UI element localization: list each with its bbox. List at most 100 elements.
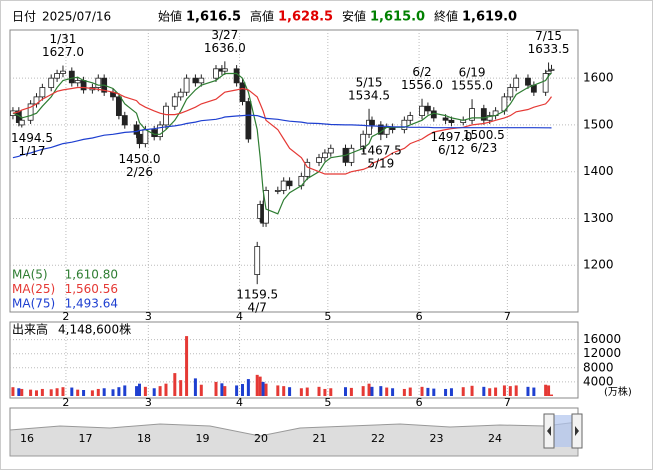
volume-bar: [111, 389, 115, 396]
navigator-label: 21: [313, 432, 327, 445]
candle-body: [198, 77, 205, 84]
annotation-date: 6/23: [470, 141, 497, 155]
x-tick-label: 6: [416, 310, 423, 323]
candle-body: [327, 147, 334, 154]
volume-bar: [488, 388, 492, 396]
annotation-date: 6/2: [412, 65, 431, 79]
volume-bar: [514, 385, 518, 396]
candle-body: [27, 103, 34, 121]
candle-body: [545, 70, 552, 74]
volume-bar: [408, 387, 412, 396]
candle-body: [348, 147, 355, 163]
y-tick-label: 1300: [583, 211, 614, 225]
x-tick-label: 2: [62, 310, 69, 323]
candle-body: [245, 101, 252, 140]
candle-body: [136, 133, 143, 145]
candle-body: [95, 77, 102, 88]
x-tick-label: 7: [504, 310, 511, 323]
x-tick-label: 4: [236, 310, 243, 323]
candle-body: [316, 157, 322, 163]
volume-bar: [137, 383, 141, 396]
candle-body: [233, 68, 240, 84]
volume-bar: [135, 386, 139, 396]
x-tick-label: 7: [504, 396, 511, 409]
volume-bar: [123, 385, 127, 396]
navigator-label: 22: [371, 432, 385, 445]
candle-body: [322, 152, 328, 159]
volume-bar: [420, 386, 424, 396]
candle-body: [542, 73, 549, 93]
volume-bar: [470, 385, 474, 396]
volume-bar: [385, 387, 389, 396]
volume-bar: [426, 387, 430, 396]
volume-bar: [214, 381, 218, 396]
annotation-date: 2/26: [126, 165, 153, 179]
annotation-date: 4/7: [248, 301, 267, 315]
annotation-price: 1534.5: [348, 88, 390, 102]
ma-line: [12, 72, 552, 215]
candle-body: [74, 80, 81, 84]
candle-body: [513, 77, 520, 88]
volume-bar: [102, 388, 106, 396]
candle-body: [54, 73, 60, 79]
candle-body: [548, 68, 555, 71]
volume-bar: [526, 386, 530, 396]
volume-bar: [432, 388, 436, 396]
header-value: 1,619.0: [462, 10, 517, 25]
volume-bar: [444, 388, 448, 396]
navigator-label: 18: [137, 432, 151, 445]
candle-body: [407, 115, 414, 121]
annotation-price: 1500.5: [463, 128, 505, 142]
navigator-label: 24: [488, 432, 502, 445]
annotation-date: 1/31: [49, 32, 76, 46]
volume-bar: [11, 387, 15, 396]
volume-bar: [276, 385, 280, 396]
price-panel: [9, 29, 579, 313]
candle-body: [486, 115, 493, 121]
y-tick-label: 1400: [583, 164, 614, 178]
candle-body: [239, 82, 246, 102]
legend-name: MA(5): [12, 268, 48, 282]
candle-body: [254, 246, 261, 275]
volume-bar: [550, 394, 554, 396]
candle-body: [480, 108, 487, 121]
annotation-price: 1633.5: [528, 42, 570, 56]
handle-arrows: [547, 426, 579, 436]
volume-bar: [461, 387, 465, 396]
candle-body: [115, 96, 122, 116]
volume-tick-label: 4000: [583, 374, 614, 388]
header-label: 高値: [250, 9, 274, 24]
volume-bar: [246, 379, 250, 396]
annotation-date: 5/19: [367, 157, 394, 171]
volume-bar: [61, 387, 65, 396]
annotation-date: 6/19: [459, 66, 486, 80]
candle-body: [142, 129, 149, 145]
volume-bar: [49, 389, 53, 396]
volume-bar: [317, 386, 321, 396]
volume-bar: [482, 386, 486, 396]
x-tick-label: 2: [62, 396, 69, 409]
x-tick-label: 4: [236, 396, 243, 409]
header-label: 安値: [342, 9, 366, 24]
annotation-price: 1494.5: [11, 131, 53, 145]
volume-bar: [544, 384, 548, 396]
volume-bar: [143, 386, 147, 396]
volume-bar: [367, 383, 371, 396]
navigator-label: 17: [79, 432, 93, 445]
navigator-label: 16: [20, 432, 34, 445]
candle-body: [68, 70, 75, 84]
annotation-price: 1497.0: [430, 130, 472, 144]
volume-bar: [29, 389, 33, 396]
volume-bar: [220, 383, 224, 396]
volume-bar: [258, 376, 262, 396]
volume-bar: [547, 385, 551, 396]
annotation-price: 1636.0: [204, 41, 246, 55]
candle-body: [221, 68, 228, 72]
x-tick-label: 6: [416, 396, 423, 409]
candle-body: [469, 108, 475, 121]
candle-body: [192, 77, 199, 84]
candle-body: [80, 80, 87, 91]
annotation-date: 1/17: [19, 144, 46, 158]
volume-bar: [34, 390, 38, 396]
